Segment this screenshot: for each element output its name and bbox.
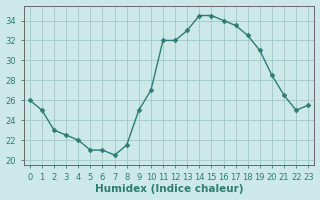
X-axis label: Humidex (Indice chaleur): Humidex (Indice chaleur) — [95, 184, 243, 194]
